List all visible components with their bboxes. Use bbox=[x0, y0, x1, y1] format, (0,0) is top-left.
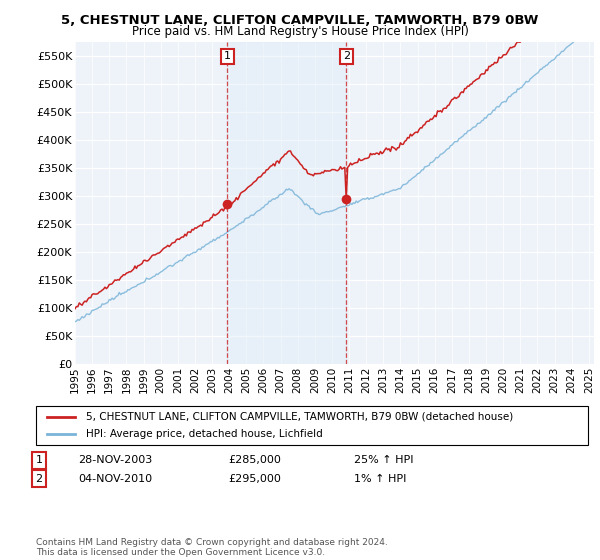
Text: 1: 1 bbox=[35, 455, 43, 465]
Bar bbox=[227, 42, 346, 364]
Text: 1: 1 bbox=[224, 52, 231, 62]
Text: 1% ↑ HPI: 1% ↑ HPI bbox=[354, 474, 406, 484]
Text: HPI: Average price, detached house, Lichfield: HPI: Average price, detached house, Lich… bbox=[86, 429, 322, 439]
Text: Price paid vs. HM Land Registry's House Price Index (HPI): Price paid vs. HM Land Registry's House … bbox=[131, 25, 469, 38]
Text: £295,000: £295,000 bbox=[228, 474, 281, 484]
FancyBboxPatch shape bbox=[36, 406, 588, 445]
Text: 2: 2 bbox=[343, 52, 350, 62]
Text: 28-NOV-2003: 28-NOV-2003 bbox=[78, 455, 152, 465]
Text: 5, CHESTNUT LANE, CLIFTON CAMPVILLE, TAMWORTH, B79 0BW (detached house): 5, CHESTNUT LANE, CLIFTON CAMPVILLE, TAM… bbox=[86, 412, 513, 422]
Text: 25% ↑ HPI: 25% ↑ HPI bbox=[354, 455, 413, 465]
Text: 2: 2 bbox=[35, 474, 43, 484]
Text: 5, CHESTNUT LANE, CLIFTON CAMPVILLE, TAMWORTH, B79 0BW: 5, CHESTNUT LANE, CLIFTON CAMPVILLE, TAM… bbox=[61, 14, 539, 27]
Text: £285,000: £285,000 bbox=[228, 455, 281, 465]
Text: Contains HM Land Registry data © Crown copyright and database right 2024.
This d: Contains HM Land Registry data © Crown c… bbox=[36, 538, 388, 557]
Text: 04-NOV-2010: 04-NOV-2010 bbox=[78, 474, 152, 484]
